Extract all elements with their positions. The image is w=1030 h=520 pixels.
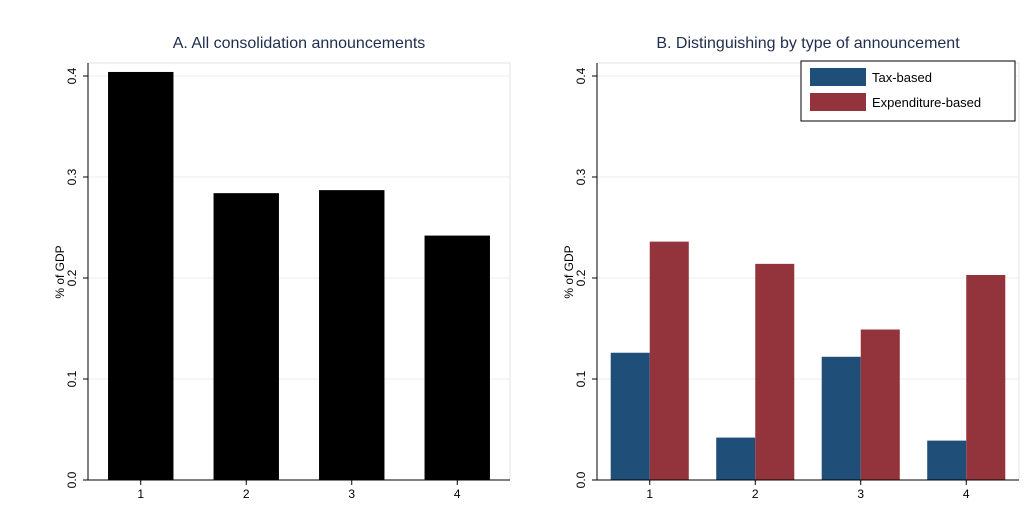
panel-b-x-tick-label: 4	[963, 487, 970, 501]
panel-a-x-ticks: 1 2 3 4	[137, 480, 461, 501]
panel-b-bar-tax-based-4	[927, 440, 967, 480]
panel-b-y-label: % of GDP	[562, 245, 576, 298]
panel-b-bar-expenditure-based-1	[649, 241, 689, 480]
panel-b-bar-tax-based-1	[610, 352, 650, 480]
panel-b-title: B. Distinguishing by type of announcemen…	[656, 35, 960, 52]
panel-b-bars	[610, 241, 1006, 480]
panel-b-y-tick-label: 0.0	[574, 471, 588, 488]
panel-a-bar-value-2	[213, 193, 279, 480]
panel-a-bar-value-4	[424, 235, 490, 480]
panel-b-y-tick-label: 0.1	[574, 370, 588, 387]
panel-b-legend: Tax-based Expenditure-based	[800, 60, 1016, 122]
panel-a-y-tick-label: 0.3	[65, 168, 79, 185]
panel-b: 0.0 0.1 0.2 0.3 0.4 1 2 3 4 B. Distinguishing b…	[562, 35, 1020, 501]
panel-a-y-tick-label: 0.1	[65, 370, 79, 387]
panel-b-bar-expenditure-based-4	[966, 274, 1006, 480]
panel-b-y-ticks: 0.0 0.1 0.2 0.3 0.4	[574, 67, 597, 488]
panel-b-bar-expenditure-based-3	[860, 329, 900, 480]
panel-b-bar-tax-based-2	[716, 437, 756, 480]
panel-a-x-tick-label: 3	[348, 487, 355, 501]
panel-b-y-tick-label: 0.4	[574, 67, 588, 84]
panel-b-y-tick-label: 0.3	[574, 168, 588, 185]
panel-a: 0.0 0.1 0.2 0.3 0.4 1 2 3 4 A. All consolidatio…	[53, 35, 511, 501]
panel-b-x-tick-label: 2	[752, 487, 759, 501]
panel-a-y-tick-label: 0.0	[65, 471, 79, 488]
panel-b-x-tick-label: 3	[857, 487, 864, 501]
panel-a-y-label: % of GDP	[53, 245, 67, 298]
panel-b-bar-expenditure-based-2	[755, 263, 795, 480]
legend-swatch-expenditure-based	[810, 93, 866, 111]
panel-a-bars	[108, 71, 490, 481]
panel-a-x-tick-label: 1	[137, 487, 144, 501]
panel-b-x-tick-label: 1	[646, 487, 653, 501]
legend-swatch-tax-based	[810, 68, 866, 86]
panel-a-y-tick-label: 0.4	[65, 67, 79, 84]
panel-b-x-ticks: 1 2 3 4	[646, 480, 970, 501]
panel-b-bar-tax-based-3	[821, 356, 861, 480]
panel-a-x-tick-label: 4	[454, 487, 461, 501]
panel-a-y-tick-label: 0.2	[65, 269, 79, 286]
panel-a-bar-value-1	[108, 71, 174, 481]
legend-label-tax-based: Tax-based	[872, 70, 932, 85]
panel-a-x-tick-label: 2	[243, 487, 250, 501]
panel-a-bar-value-3	[319, 190, 385, 480]
panel-a-title: A. All consolidation announcements	[173, 35, 426, 52]
legend-label-expenditure-based: Expenditure-based	[872, 95, 981, 110]
panel-b-y-tick-label: 0.2	[574, 269, 588, 286]
panel-a-y-ticks: 0.0 0.1 0.2 0.3 0.4	[65, 67, 88, 488]
